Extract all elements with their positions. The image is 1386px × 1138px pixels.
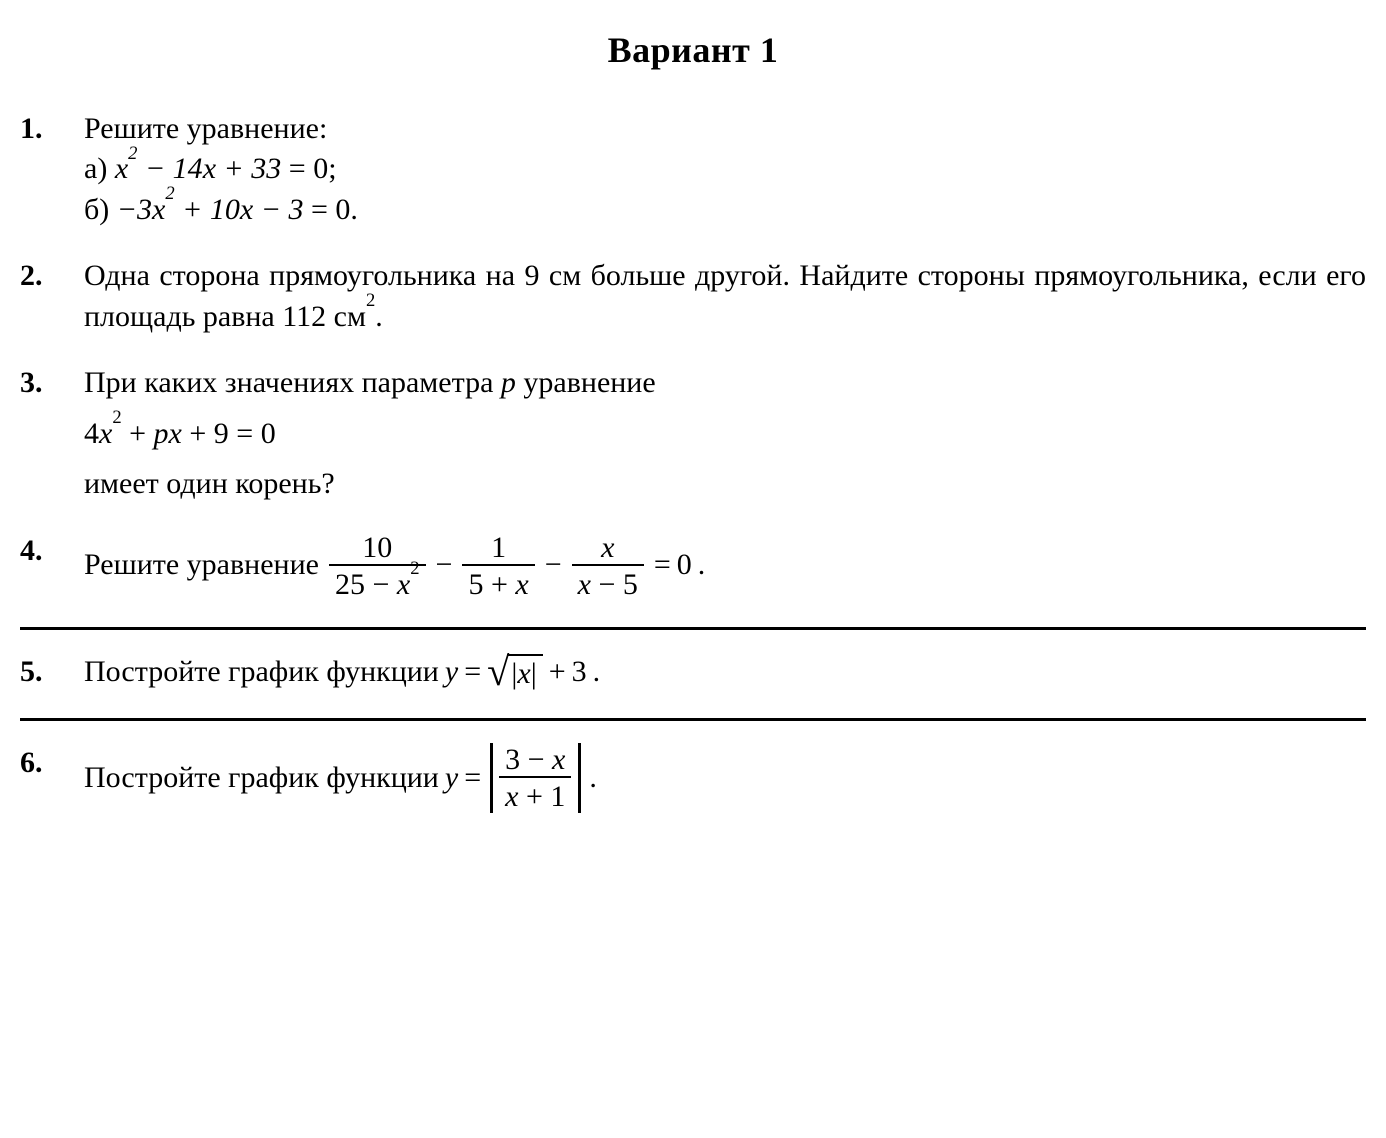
abs-value: 3 − x x + 1 (487, 743, 583, 813)
problem-1a: а) x2 − 14x + 33 = 0; (84, 149, 1366, 190)
numerator: 1 (462, 531, 534, 566)
problem-3-eq: 4x2 + px + 9 = 0 (84, 414, 1366, 455)
abs-bar-right-icon (575, 743, 583, 813)
problem-number: 6. (20, 743, 74, 784)
numerator: x (572, 531, 644, 566)
abs-fraction: 3 − x x + 1 (499, 743, 571, 813)
problem-number: 2. (20, 256, 74, 297)
problem-list-2: 5. Постройте график функции y = √ |x| + … (20, 652, 1366, 693)
problem-number: 1. (20, 109, 74, 150)
fraction-3: x x − 5 (572, 531, 644, 601)
lead-text: Решите уравнение (84, 545, 319, 586)
fraction-2: 1 5 + x (462, 531, 534, 601)
lead-text: Постройте график функции (84, 652, 439, 693)
subpart-label: а) (84, 152, 107, 185)
const: 3 (572, 652, 587, 693)
rhs: 0 (335, 193, 350, 226)
problem-6-eq: Постройте график функции y = 3 − x x + 1… (84, 743, 597, 813)
problem-number: 5. (20, 652, 74, 693)
problem-prompt: Решите уравнение: (84, 109, 1366, 150)
problem-list-3: 6. Постройте график функции y = 3 − x x … (20, 743, 1366, 813)
section-rule (20, 627, 1366, 630)
terminator: . (589, 758, 597, 799)
denominator: x + 1 (499, 778, 571, 813)
rhs: 0 (313, 152, 328, 185)
denominator: 5 + x (462, 566, 534, 601)
denominator: 25 − x2 (329, 566, 426, 601)
denominator: x − 5 (572, 566, 644, 601)
rhs: 0 (261, 417, 276, 450)
param-var: p (501, 366, 516, 399)
problem-text: Одна сторона прямоугольника на 9 см боль… (84, 256, 1366, 337)
abs-bar-left-icon (487, 743, 495, 813)
problem-1b: б) −3x2 + 10x − 3 = 0. (84, 190, 1366, 231)
problem-5: 5. Постройте график функции y = √ |x| + … (20, 652, 1366, 693)
lhs-var: y (445, 758, 458, 799)
terminator: ; (328, 152, 336, 185)
fraction-1: 10 25 − x2 (329, 531, 426, 601)
lead-text-2: уравнение (516, 366, 656, 399)
lhs-var: y (445, 652, 458, 693)
subpart-label: б) (84, 193, 109, 226)
problem-3: 3. При каких значениях параметра p уравн… (20, 363, 1366, 505)
problem-number: 3. (20, 363, 74, 404)
problem-5-eq: Постройте график функции y = √ |x| + 3. (84, 652, 600, 693)
numerator: 3 − x (499, 743, 571, 778)
terminator: . (593, 652, 601, 693)
page-title: Вариант 1 (20, 26, 1366, 75)
problem-list: 1. Решите уравнение: а) x2 − 14x + 33 = … (20, 109, 1366, 601)
problem-4-eq: Решите уравнение 10 25 − x2 − 1 5 + x − … (84, 531, 705, 601)
problem-1: 1. Решите уравнение: а) x2 − 14x + 33 = … (20, 109, 1366, 231)
problem-2: 2. Одна сторона прямоугольника на 9 см б… (20, 256, 1366, 337)
terminator: . (698, 545, 706, 586)
radical-sign-icon: √ (487, 652, 509, 693)
radicand: |x| (507, 654, 542, 692)
terminator: . (350, 193, 358, 226)
lead-text: При каких значениях параметра (84, 366, 501, 399)
rhs: 0 (677, 545, 692, 586)
lead-text: Постройте график функции (84, 758, 439, 799)
problem-3-tail: имеет один корень? (84, 464, 1366, 505)
problem-number: 4. (20, 531, 74, 572)
problem-6: 6. Постройте график функции y = 3 − x x … (20, 743, 1366, 813)
problem-lead: При каких значениях параметра p уравнени… (84, 363, 1366, 404)
section-rule (20, 718, 1366, 721)
problem-4: 4. Решите уравнение 10 25 − x2 − 1 5 + x… (20, 531, 1366, 601)
sqrt: √ |x| (487, 652, 543, 693)
